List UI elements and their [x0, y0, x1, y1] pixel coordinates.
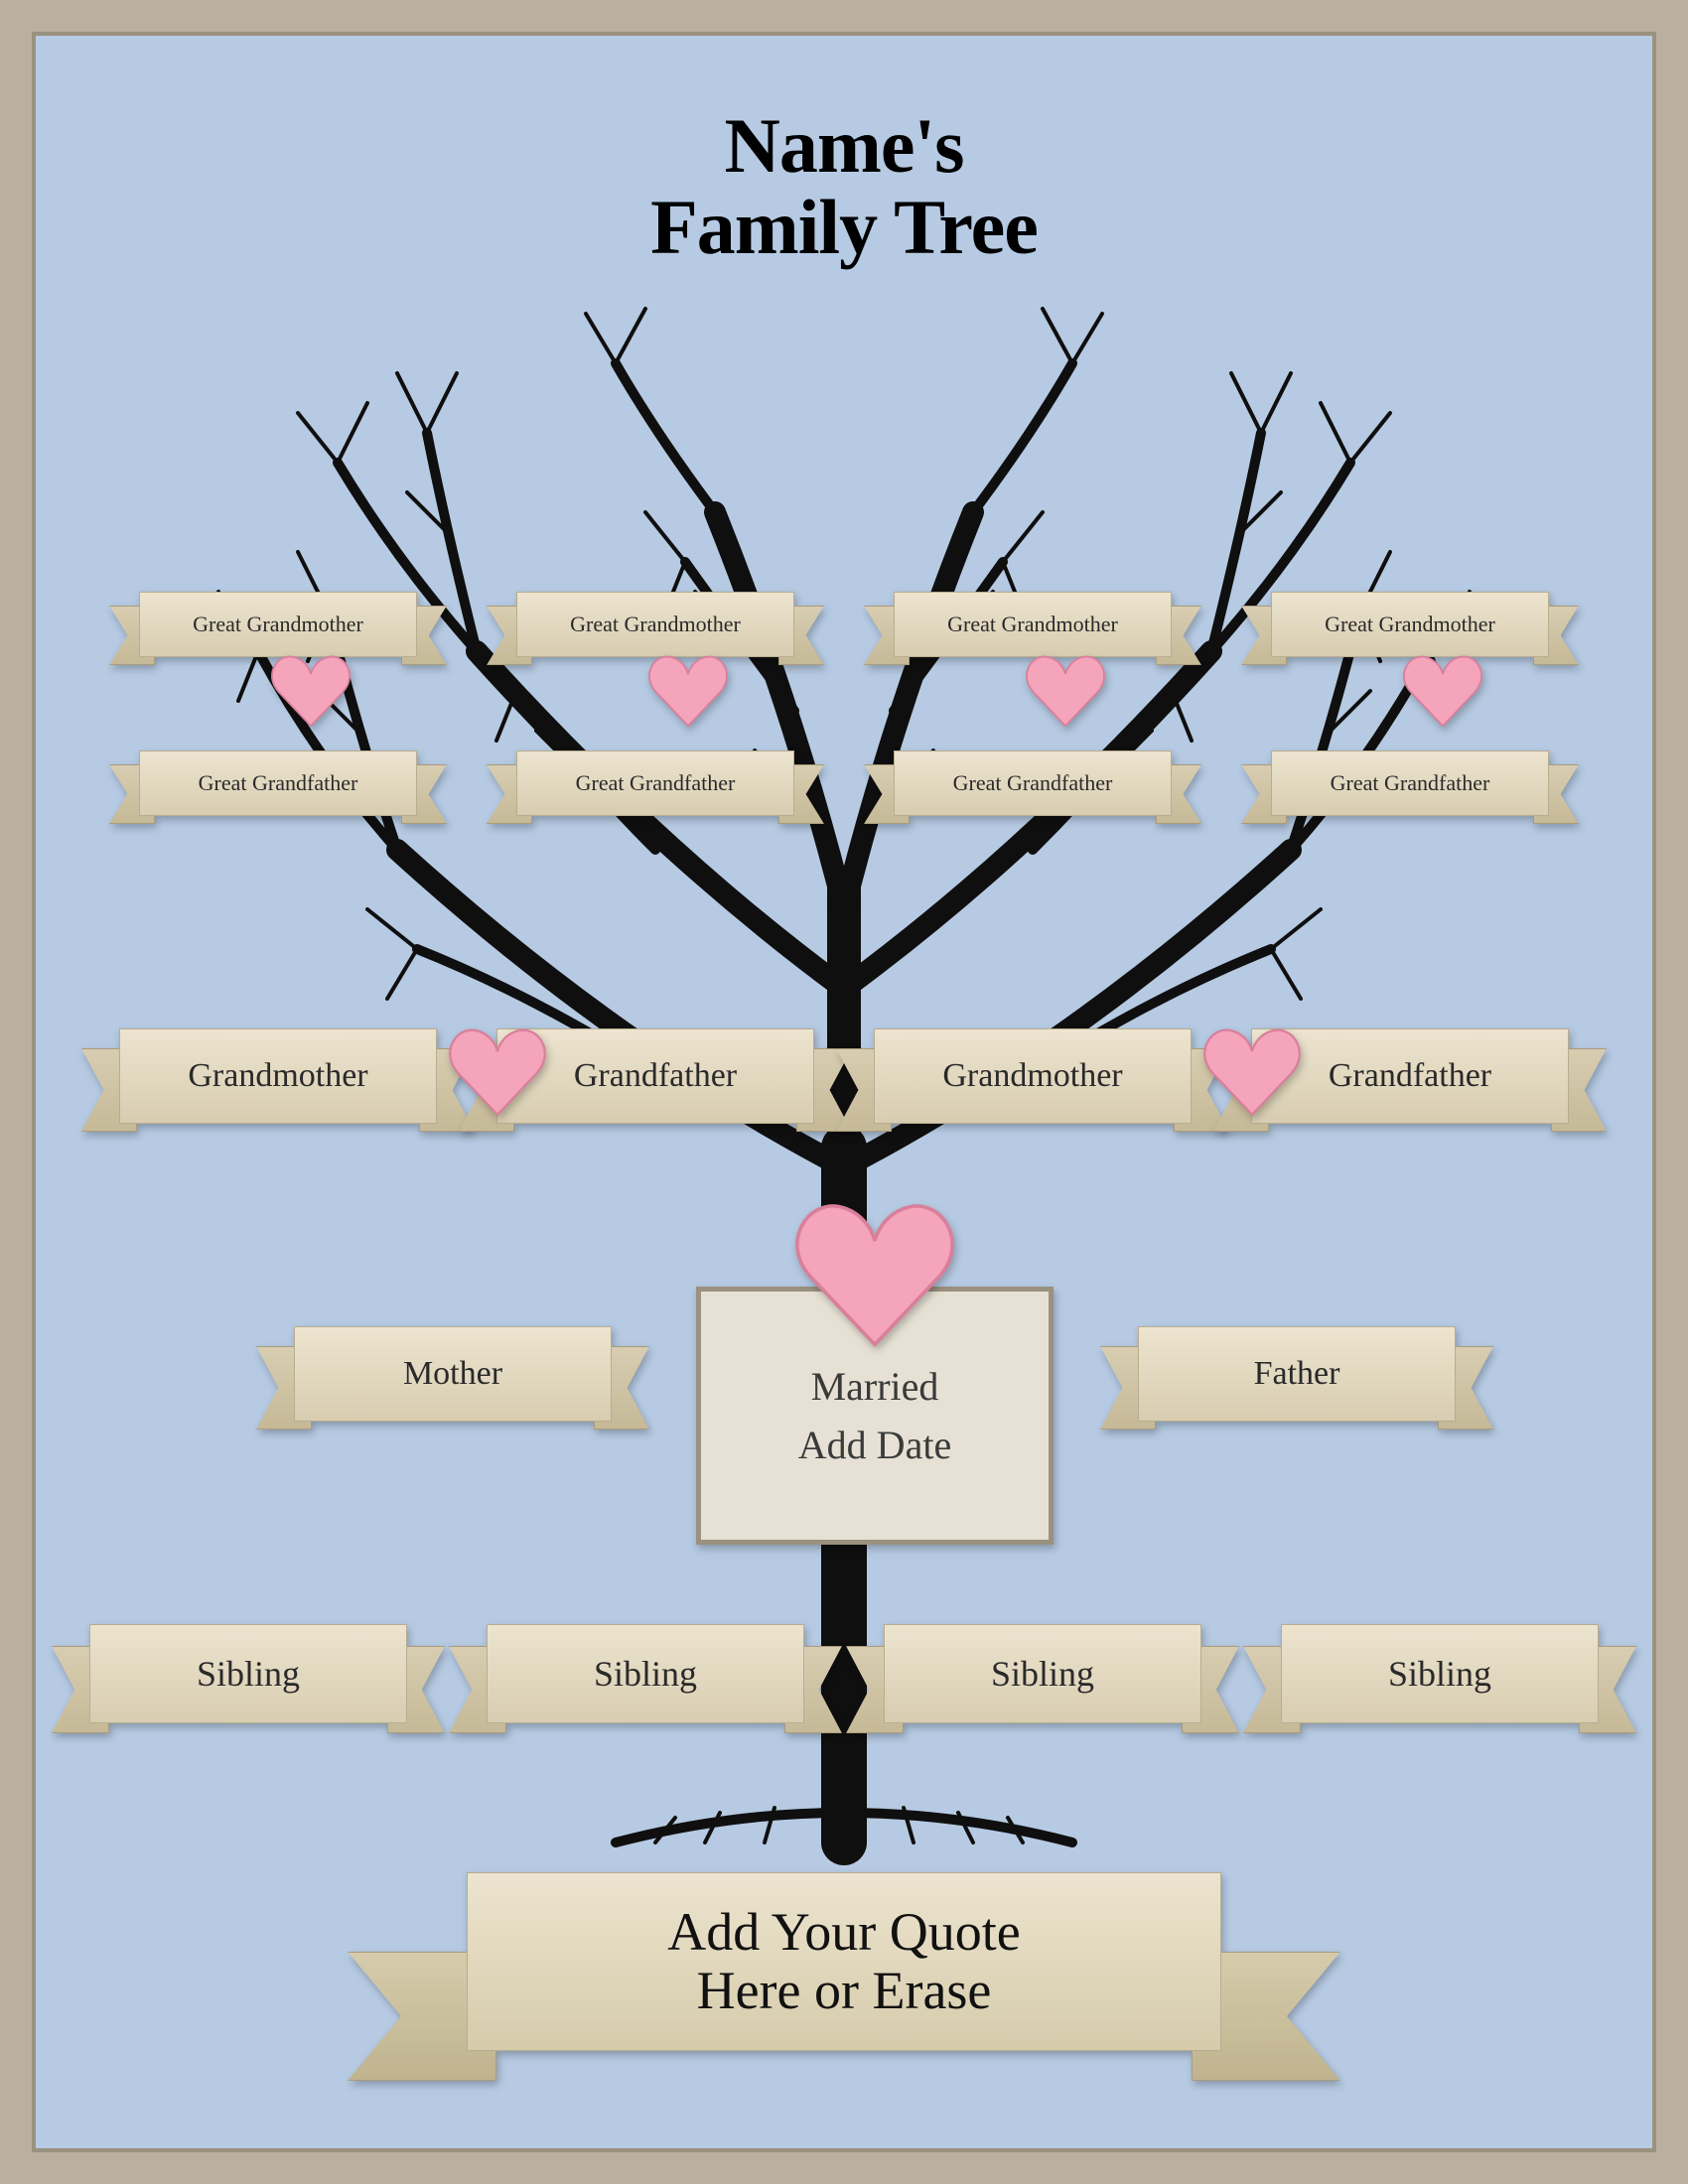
ribbon-label: Sibling [1388, 1653, 1491, 1695]
ribbon-label: Grandfather [574, 1057, 737, 1095]
ribbon-label: Grandmother [188, 1057, 367, 1095]
quote-line-2: Here or Erase [697, 1962, 992, 2020]
grandmother-ribbon: Grandmother [874, 1028, 1192, 1124]
sibling-ribbon: Sibling [89, 1624, 407, 1723]
ribbon-label: Grandmother [942, 1057, 1122, 1095]
grandparents-row: Grandmother Grandfather Grandmother Gran… [36, 1028, 1652, 1124]
sibling-ribbon: Sibling [1281, 1624, 1599, 1723]
ribbon-label: Sibling [197, 1653, 300, 1695]
sibling-ribbon: Sibling [487, 1624, 804, 1723]
heart-icon [1197, 1019, 1307, 1128]
ribbon-label: Great Grandfather [953, 770, 1113, 796]
father-ribbon: Father [1138, 1326, 1456, 1422]
great-grandfather-ribbon: Great Grandfather [516, 751, 794, 816]
sibling-ribbon: Sibling [884, 1624, 1201, 1723]
married-line-2: Add Date [798, 1422, 951, 1468]
siblings-row: Sibling Sibling Sibling Sibling [36, 1624, 1652, 1723]
great-grandfather-ribbon: Great Grandfather [1271, 751, 1549, 816]
title-line-1: Name's [36, 105, 1652, 187]
ribbon-label: Sibling [991, 1653, 1094, 1695]
ribbon-label: Great Grandfather [576, 770, 736, 796]
heart-icon [785, 1187, 964, 1366]
ribbon-label: Great Grandmother [193, 612, 363, 637]
quote-banner: Add Your Quote Here or Erase [467, 1872, 1221, 2051]
heart-icon [443, 1019, 552, 1128]
ribbon-label: Sibling [594, 1653, 697, 1695]
ribbon-label: Father [1254, 1355, 1340, 1393]
page: Name's Family Tree [32, 32, 1656, 2152]
heart-icon [266, 647, 355, 737]
quote-line-1: Add Your Quote [667, 1903, 1021, 1962]
ribbon-label: Great Grandfather [199, 770, 358, 796]
married-line-1: Married [811, 1363, 939, 1410]
ribbon-label: Great Grandfather [1331, 770, 1490, 796]
page-title: Name's Family Tree [36, 105, 1652, 268]
great-grandfather-row: Great Grandfather Great Grandfather Grea… [36, 751, 1652, 816]
title-line-2: Family Tree [36, 187, 1652, 268]
ribbon-label: Mother [403, 1355, 502, 1393]
grandmother-ribbon: Grandmother [119, 1028, 437, 1124]
heart-icon [1398, 647, 1487, 737]
heart-icon [643, 647, 733, 737]
ribbon-label: Great Grandmother [947, 612, 1118, 637]
mother-ribbon: Mother [294, 1326, 612, 1422]
great-grandfather-ribbon: Great Grandfather [894, 751, 1172, 816]
ribbon-label: Great Grandmother [1325, 612, 1495, 637]
ribbon-label: Great Grandmother [570, 612, 741, 637]
ribbon-label: Grandfather [1329, 1057, 1491, 1095]
heart-icon [1021, 647, 1110, 737]
great-grandfather-ribbon: Great Grandfather [139, 751, 417, 816]
